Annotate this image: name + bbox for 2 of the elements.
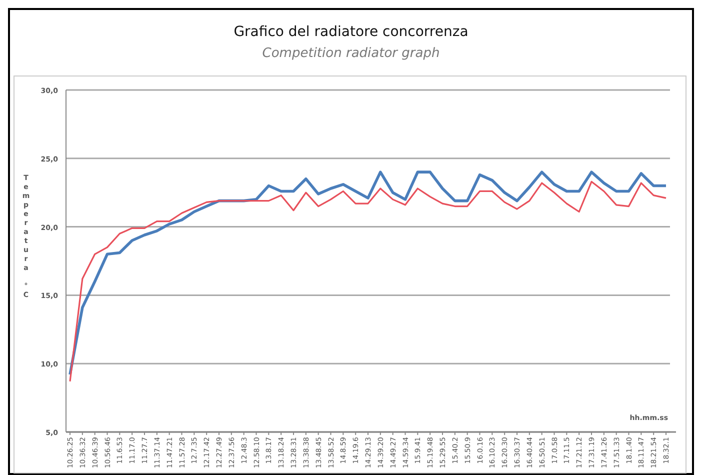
chart-subtitle: Competition radiator graph <box>262 46 440 61</box>
chart-title: Grafico del radiatore concorrenza <box>234 24 468 40</box>
